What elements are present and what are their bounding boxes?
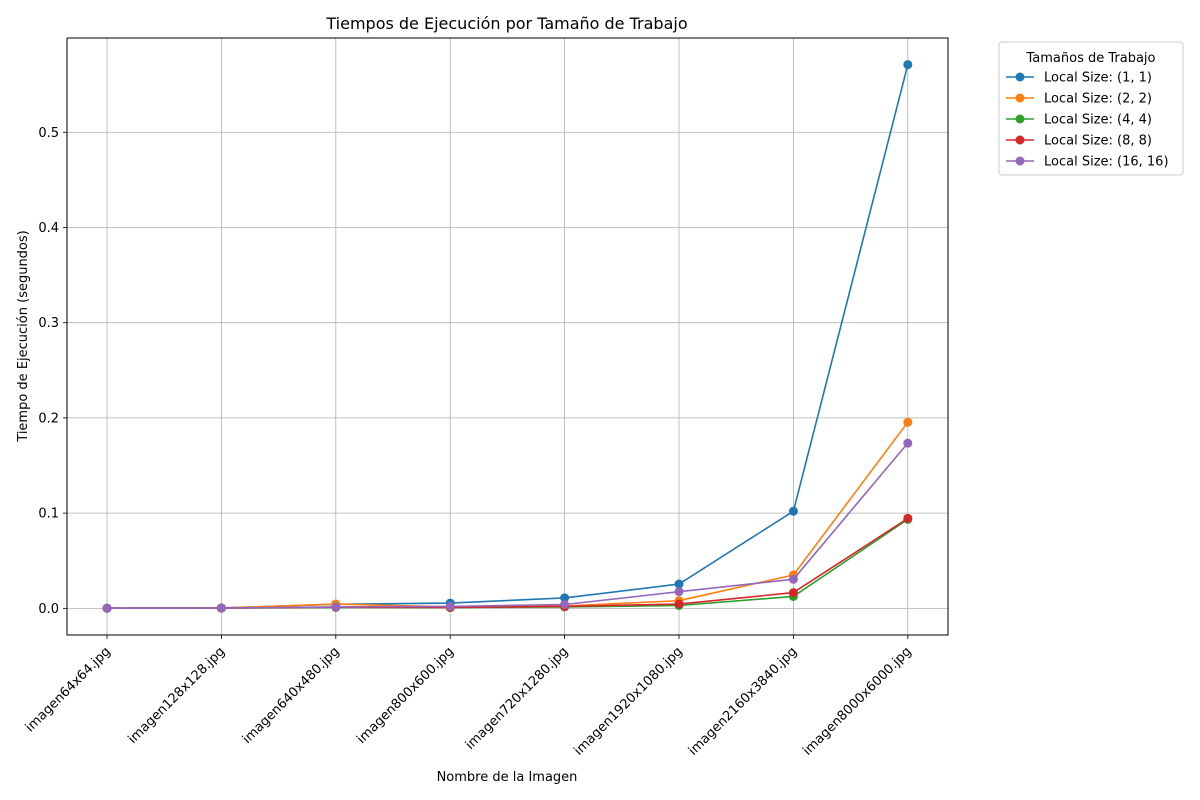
y-tick-label: 0.2 xyxy=(38,411,59,426)
legend-item: Local Size: (16, 16) xyxy=(1006,155,1169,170)
data-point xyxy=(445,601,455,611)
y-tick-label: 0.4 xyxy=(38,221,59,236)
x-tick-label: imagen64x64.jpg xyxy=(23,644,114,735)
series-line xyxy=(106,518,909,610)
data-point xyxy=(903,513,913,523)
x-tick-label: imagen640x480.jpg xyxy=(240,644,343,747)
data-point xyxy=(788,588,798,598)
chart-title: Tiempos de Ejecución por Tamaño de Traba… xyxy=(325,14,687,33)
data-point xyxy=(903,60,913,70)
data-point xyxy=(788,506,798,516)
legend-title: Tamaños de Trabajo xyxy=(1026,51,1156,66)
legend-label: Local Size: (2, 2) xyxy=(1044,92,1152,107)
x-tick-label: imagen1920x1080.jpg xyxy=(571,644,685,758)
data-point xyxy=(102,603,112,613)
legend: Tamaños de Trabajo Local Size: (1, 1)Loc… xyxy=(998,41,1184,176)
x-tick-label: imagen720x1280.jpg xyxy=(463,644,572,753)
y-axis-label: Tiempo de Ejecución (segundos) xyxy=(16,230,31,442)
plot-area-frame xyxy=(66,37,949,636)
data-point xyxy=(788,574,798,584)
legend-label: Local Size: (8, 8) xyxy=(1044,134,1152,149)
y-tick-label: 0.5 xyxy=(38,126,59,141)
y-tick-label: 0.3 xyxy=(38,316,59,331)
x-tick-label: imagen128x128.jpg xyxy=(125,644,228,747)
legend-items: Local Size: (1, 1) Local Size: (2, 2) Loca… xyxy=(1006,71,1169,170)
legend-marker xyxy=(1015,93,1025,103)
x-axis-ticks: imagen64x64.jpg imagen128x128.jpg imagen64… xyxy=(23,635,915,759)
data-point xyxy=(674,579,684,589)
data-point xyxy=(903,438,913,448)
series-line xyxy=(106,64,909,609)
series-1 xyxy=(102,60,913,613)
data-point xyxy=(560,593,570,603)
series-line xyxy=(106,517,909,610)
x-tick-label: imagen800x600.jpg xyxy=(354,644,457,747)
y-tick-label: 0.1 xyxy=(38,507,59,522)
x-tick-label: imagen2160x3840.jpg xyxy=(686,644,800,758)
x-axis-label: Nombre de la Imagen xyxy=(437,770,578,785)
series-3 xyxy=(102,514,913,613)
legend-item: Local Size: (8, 8) xyxy=(1006,134,1152,149)
legend-label: Local Size: (4, 4) xyxy=(1044,113,1152,128)
data-point xyxy=(674,587,684,597)
grid-lines xyxy=(67,38,948,635)
x-tick-label: imagen8000x6000.jpg xyxy=(800,644,914,758)
series-2 xyxy=(102,417,913,613)
data-point xyxy=(674,599,684,609)
data-point xyxy=(903,417,913,427)
series-5 xyxy=(102,438,913,613)
legend-item: Local Size: (2, 2) xyxy=(1006,92,1152,107)
legend-marker xyxy=(1015,156,1025,166)
legend-frame xyxy=(998,41,1184,176)
data-point xyxy=(560,600,570,610)
legend-label: Local Size: (16, 16) xyxy=(1044,155,1169,170)
y-tick-label: 0.0 xyxy=(38,602,59,617)
legend-marker xyxy=(1015,135,1025,145)
legend-item: Local Size: (1, 1) xyxy=(1006,71,1152,86)
legend-marker xyxy=(1015,72,1025,82)
data-point xyxy=(216,603,226,613)
legend-marker xyxy=(1015,114,1025,124)
series-layer xyxy=(102,60,913,613)
y-axis-ticks: 0.0 0.1 0.2 0.3 0.4 0.5 xyxy=(38,126,67,617)
data-point xyxy=(331,602,341,612)
legend-label: Local Size: (1, 1) xyxy=(1044,71,1152,86)
legend-item: Local Size: (4, 4) xyxy=(1006,113,1152,128)
series-line xyxy=(106,442,909,610)
